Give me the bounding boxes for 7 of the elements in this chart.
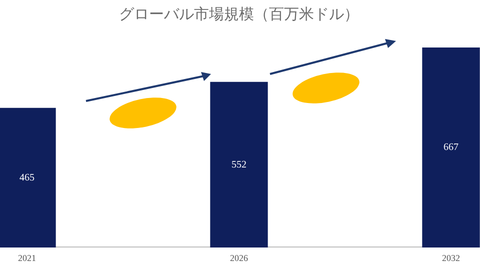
data-label: 667 (444, 142, 458, 154)
data-label: 465 (20, 172, 34, 184)
data-label: 552 (232, 159, 246, 170)
x-tick-label: 2032 (442, 252, 460, 263)
x-tick-label: 2026 (230, 252, 248, 263)
x-tick-label: 2021 (18, 252, 36, 263)
chart-title: グローバル市場規模（百万米ドル） (119, 4, 359, 23)
